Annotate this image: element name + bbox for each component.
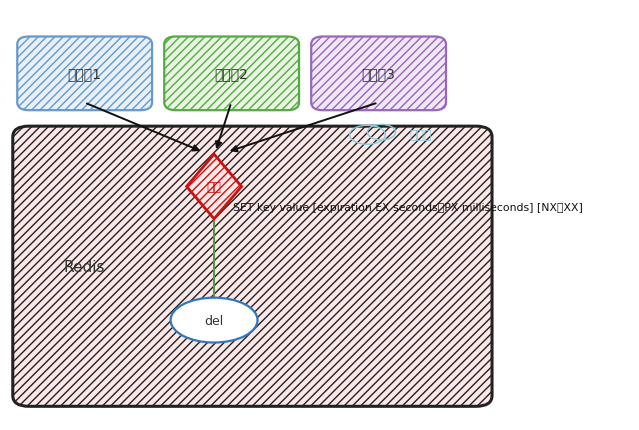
Ellipse shape [171, 298, 258, 343]
Polygon shape [187, 155, 242, 219]
Text: del: del [204, 314, 224, 327]
Text: 竞争: 竞争 [206, 181, 222, 194]
FancyBboxPatch shape [13, 127, 492, 406]
FancyBboxPatch shape [17, 37, 152, 111]
FancyBboxPatch shape [311, 37, 446, 111]
Text: 客户然3: 客户然3 [362, 67, 396, 81]
FancyBboxPatch shape [164, 37, 299, 111]
Text: 客户然2: 客户然2 [215, 67, 249, 81]
Text: 客户然1: 客户然1 [68, 67, 102, 81]
Text: SET key value [expiration EX seconds｜PX milliseconds] [NX｜XX]: SET key value [expiration EX seconds｜PX … [233, 202, 583, 212]
Text: Redis: Redis [64, 259, 105, 274]
Text: 三分恶: 三分恶 [409, 129, 431, 142]
